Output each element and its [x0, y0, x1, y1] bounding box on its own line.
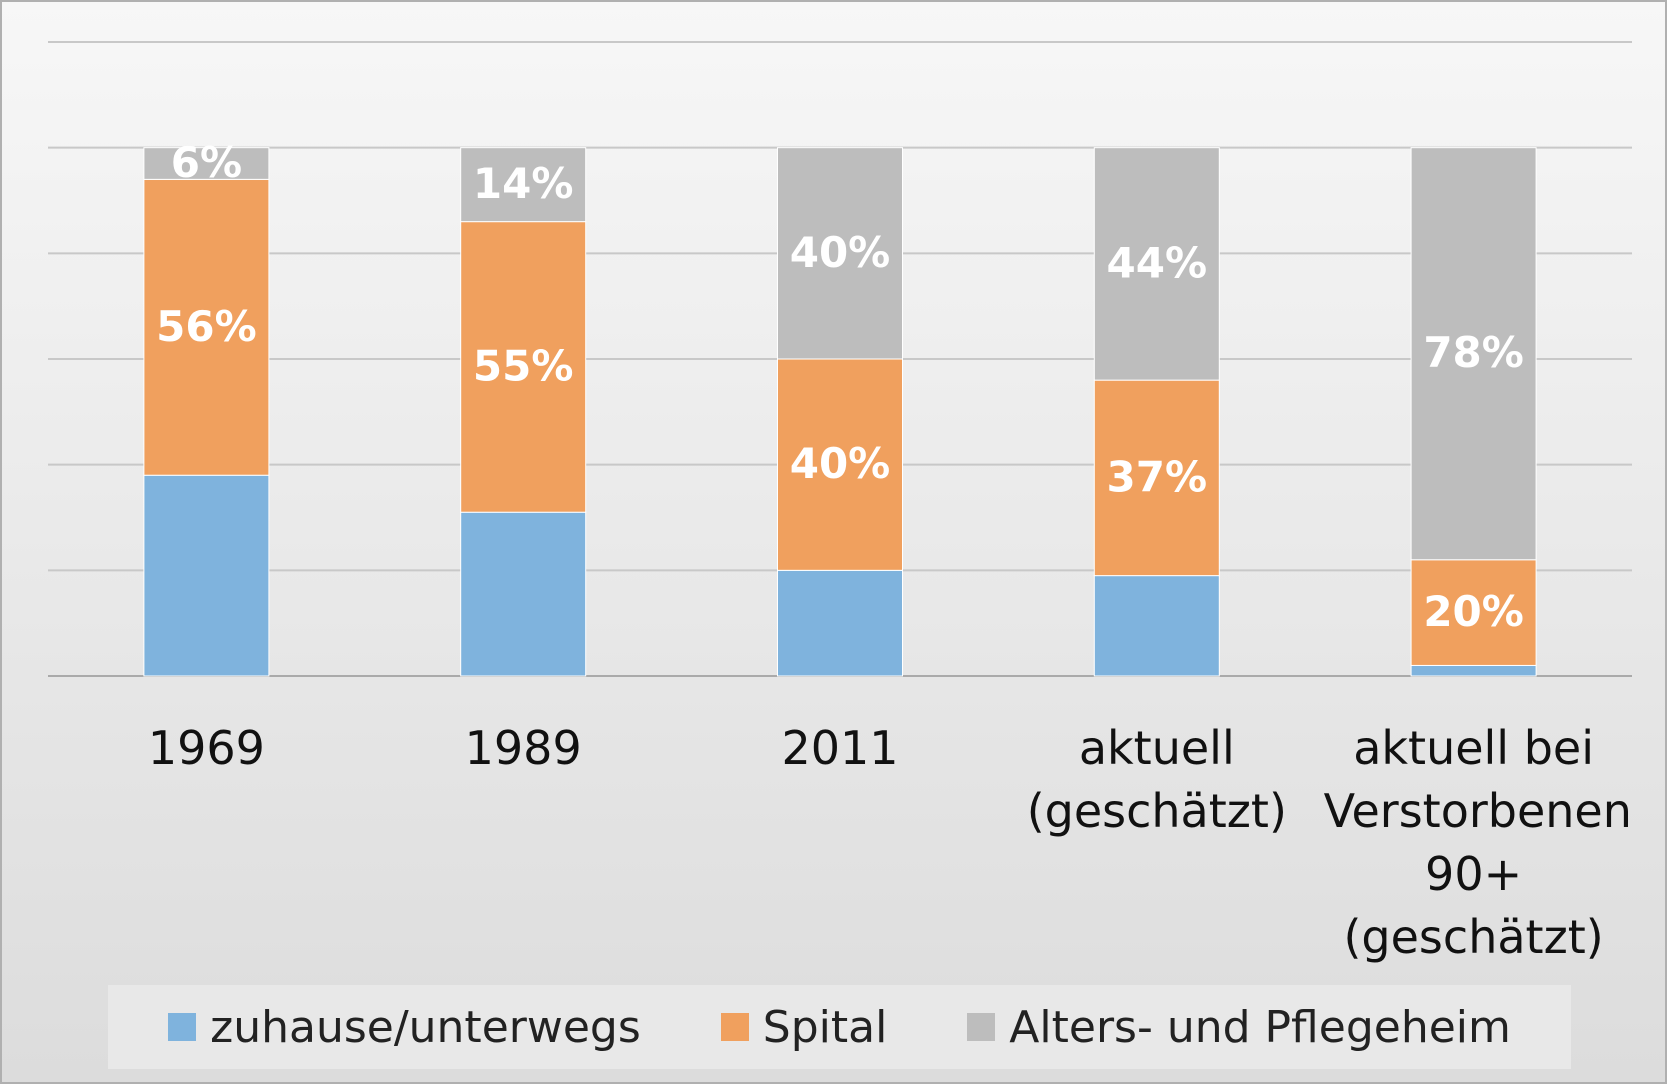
bar-segment — [777, 358, 903, 571]
bar-segment — [143, 178, 270, 476]
x-tick-label: 2011 — [781, 721, 899, 775]
bar-segment — [460, 221, 587, 513]
legend: zuhause/unterwegs Spital Alters- und Pfleg… — [108, 985, 1571, 1069]
legend-swatch — [967, 1013, 996, 1041]
legend-item: zuhause/unterwegs — [168, 1002, 641, 1053]
legend-item: Spital — [720, 1001, 888, 1053]
legend-swatch — [168, 1013, 197, 1041]
data-label: 55% — [473, 341, 574, 390]
x-tick-label: 1969 — [147, 721, 265, 775]
bar-segment — [1093, 575, 1220, 677]
data-label: 37% — [1107, 452, 1208, 501]
bar-segment — [777, 569, 903, 677]
legend-item: Alters- und Pflegeheim — [967, 1002, 1511, 1053]
data-label: 14% — [473, 159, 574, 208]
bar-segment — [1410, 147, 1537, 561]
x-tick-label: aktuell (geschätzt) — [1026, 721, 1287, 838]
legend-label: Alters- und Pflegeheim — [1009, 1001, 1511, 1053]
x-tick-label: 1989 — [464, 721, 582, 775]
x-tick-label: aktuell bei Verstorbenen 90+ (geschätzt) — [1323, 721, 1632, 964]
legend-swatch — [720, 1013, 749, 1041]
bar-segment — [143, 147, 270, 180]
bar-segment — [1410, 559, 1537, 666]
bar-segment — [1093, 147, 1220, 381]
data-label: 56% — [156, 302, 257, 351]
data-label: 20% — [1423, 587, 1524, 636]
bar-segment — [1093, 379, 1220, 577]
legend-label: Spital — [762, 1001, 888, 1053]
bar-segment — [460, 147, 587, 223]
legend-label: zuhause/unterwegs — [210, 1001, 641, 1053]
bar-segment — [143, 474, 270, 677]
data-label: 44% — [1107, 238, 1208, 287]
data-label: 78% — [1423, 328, 1524, 377]
bar-segment — [460, 511, 587, 677]
data-label: 40% — [790, 439, 891, 488]
data-label: 6% — [171, 138, 242, 187]
data-label: 40% — [790, 228, 891, 277]
bar-segment — [1410, 664, 1537, 677]
bar-segment — [777, 147, 903, 360]
